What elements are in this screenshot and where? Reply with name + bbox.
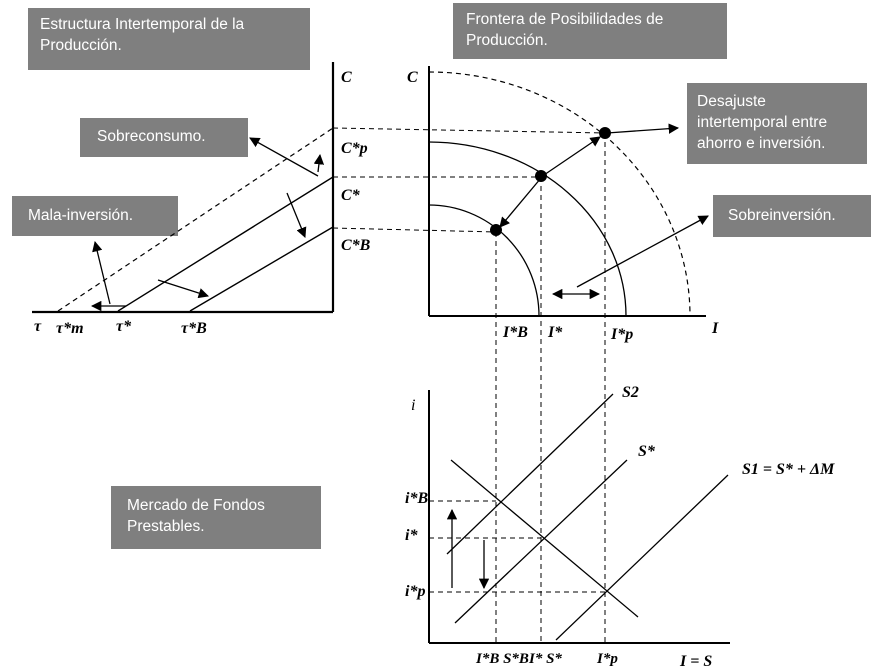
rate-ip-label: i*p (405, 583, 425, 600)
right-i-axis-label: I (711, 320, 719, 337)
cb-label: C*B (341, 237, 371, 254)
sobreconsumo-label: Sobreconsumo. (80, 118, 248, 157)
cp-label: C*p (341, 140, 368, 157)
supply-sstar (454, 459, 628, 624)
line-cb (189, 226, 334, 312)
point-ip (599, 127, 611, 139)
x-ip-label: I*p (596, 651, 618, 667)
x-ib-sb-label: I*B S*B (475, 651, 529, 667)
estructura-label: Estructura Intertemporal de la Producció… (28, 8, 310, 70)
line-cstar (117, 176, 334, 312)
connector-cb (332, 227, 497, 233)
tau-b-label: τ*B (181, 320, 207, 337)
ib-label: I*B (502, 324, 528, 341)
right-panel (428, 66, 709, 317)
arrow-mala-inversion (92, 240, 111, 305)
tau-label: τ (34, 318, 42, 335)
connector-cp (332, 127, 606, 134)
arrow-shift-right (157, 279, 209, 299)
mala-inversion-label: Mala-inversión. (12, 196, 178, 236)
s2-label: S2 (622, 384, 639, 401)
ppf-middle (428, 141, 627, 317)
ppf-inner (428, 204, 540, 317)
point-ib (490, 224, 502, 236)
dashed-cp (57, 127, 334, 312)
supply-s2 (446, 393, 614, 555)
bottom-i-axis-label: i (411, 397, 415, 414)
rate-istar-label: i* (405, 527, 418, 544)
x-axis-label: I = S (679, 653, 712, 670)
left-c-axis-label: C (341, 69, 352, 86)
arrow-sobreconsumo-up (313, 153, 325, 173)
desajuste-label: Desajuste intertemporal entre ahorro e i… (687, 83, 867, 164)
frontera-label: Frontera de Posibilidades de Producción. (453, 3, 727, 59)
tau-star-label: τ* (116, 318, 132, 335)
ppf-outer-dashed (428, 71, 691, 317)
bottom-panel (428, 390, 730, 644)
right-c-axis-label: C (407, 69, 418, 86)
supply-s1 (555, 474, 729, 641)
arrow-shift-down (286, 192, 307, 238)
point-istar (535, 170, 547, 182)
left-panel (32, 62, 335, 314)
s1-label: S1 = S* + ΔM (742, 461, 835, 478)
mercado-label: Mercado de Fondos Prestables. (111, 486, 321, 549)
istar-label: I* (547, 324, 563, 341)
arrow-sobreinversion (576, 215, 709, 288)
ip-label: I*p (610, 326, 633, 343)
arrow-sobreconsumo (249, 137, 319, 177)
connectors (332, 127, 606, 645)
arrow-desajuste (606, 123, 680, 134)
arrow-up-right (540, 136, 601, 178)
cstar-label: C* (341, 187, 361, 204)
sobreinversion-label: Sobreinversión. (713, 195, 871, 237)
arrow-down-left (499, 177, 542, 228)
sstar-label: S* (638, 443, 656, 460)
tau-m-label: τ*m (56, 320, 84, 337)
rate-ib-label: i*B (405, 490, 428, 507)
x-i-s-label: I* S* (528, 651, 562, 667)
